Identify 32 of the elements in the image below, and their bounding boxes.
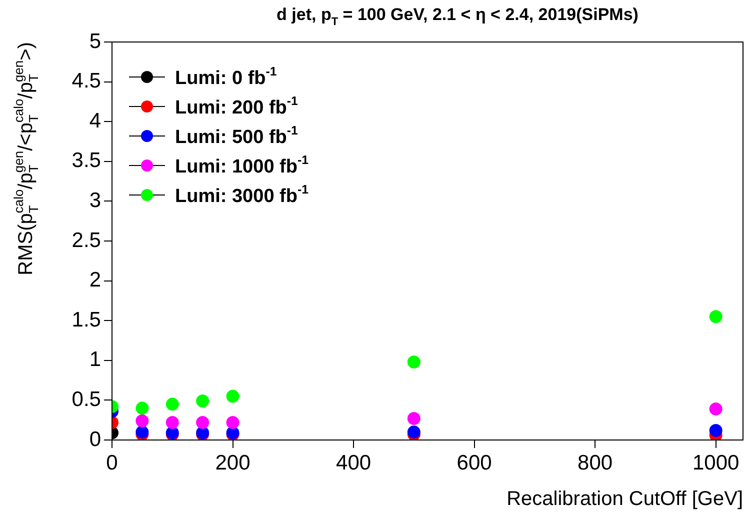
point	[226, 416, 240, 429]
x-tick-label: 0	[106, 451, 118, 474]
y-tick-label: 1.5	[72, 308, 101, 332]
x-axis-title: Recalibration CutOff [GeV]	[506, 488, 743, 510]
y-tick-label: 0.5	[72, 388, 101, 411]
y-tick-label: 2	[89, 268, 101, 292]
point	[136, 402, 149, 415]
point	[407, 412, 420, 426]
x-tick-label: 1000	[692, 451, 740, 474]
point	[407, 355, 420, 368]
point	[226, 390, 240, 403]
point	[709, 424, 722, 437]
y-tick-label: 2.5	[72, 228, 101, 252]
x-tick-label: 400	[336, 451, 372, 474]
text: RMS(pTcalo/pTgen/<pTcalo/pTgen>)	[11, 42, 41, 276]
x-tick-label: 800	[578, 451, 613, 474]
y-tick-label: 4	[89, 109, 102, 132]
y-tick-label: 1	[89, 348, 101, 372]
point	[166, 398, 179, 411]
y-tick-label: 3	[89, 188, 101, 212]
x-tick-label: 600	[456, 451, 492, 474]
point	[709, 310, 722, 324]
point	[166, 416, 179, 429]
y-tick-label: 5	[89, 30, 101, 53]
y-tick-label: 3.5	[72, 149, 101, 172]
point	[196, 394, 210, 408]
point	[709, 402, 722, 416]
y-tick-label: 0	[89, 428, 101, 451]
point	[136, 414, 149, 428]
point	[196, 416, 210, 429]
x-tick-label: 200	[215, 451, 250, 474]
y-tick-label: 4.5	[72, 70, 101, 93]
